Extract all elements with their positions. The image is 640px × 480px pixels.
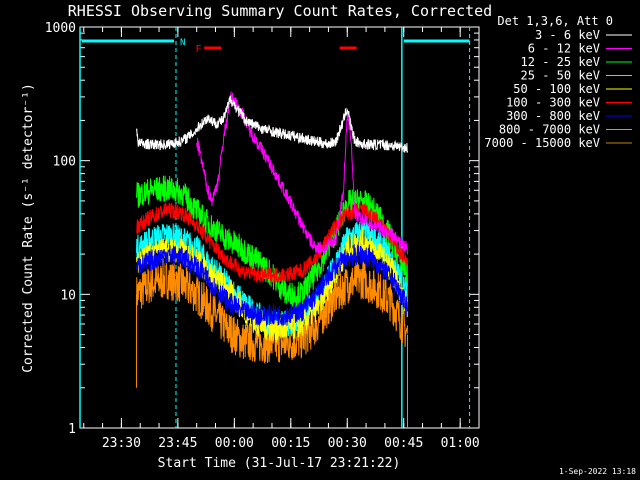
legend-entry: 6 - 12 keV — [528, 42, 600, 56]
series-line-6 — [136, 243, 408, 326]
x-axis-label: Start Time (31-Jul-17 23:21:22) — [158, 456, 401, 471]
legend-header: Det 1,3,6, Att 0 — [497, 14, 613, 28]
legend-entry: 100 - 300 keV — [506, 96, 600, 110]
x-tick-label: 00:00 — [215, 436, 254, 451]
legend-entry: 12 - 25 keV — [521, 55, 600, 69]
legend-entry: 25 - 50 keV — [521, 69, 600, 83]
x-tick-label: 01:00 — [441, 436, 480, 451]
legend-entry: 3 - 6 keV — [535, 28, 600, 42]
legend-entry: 7000 - 15000 keV — [484, 136, 600, 150]
series-line-2 — [136, 175, 408, 308]
y-tick-label: 1 — [68, 422, 76, 437]
x-tick-label: 00:30 — [328, 436, 367, 451]
series-line-7 — [136, 260, 408, 364]
y-axis-label: Corrected Count Rate (s⁻¹ detector⁻¹) — [21, 83, 36, 373]
legend-entry: 800 - 7000 keV — [499, 123, 600, 137]
x-tick-label: 23:45 — [158, 436, 197, 451]
flare-label: F — [196, 44, 202, 55]
chart-title: RHESSI Observing Summary Count Rates, Co… — [68, 2, 492, 20]
legend-entry: 50 - 100 keV — [513, 82, 600, 96]
x-tick-label: 00:15 — [271, 436, 310, 451]
series-line-1 — [196, 91, 408, 255]
timestamp: 1-Sep-2022 13:18 — [559, 467, 636, 476]
night-label: N — [180, 38, 185, 48]
series-line-5 — [136, 201, 408, 285]
x-tick-label: 00:45 — [384, 436, 423, 451]
legend-entry: 300 - 800 keV — [506, 109, 600, 123]
y-tick-label: 100 — [53, 155, 76, 170]
y-tick-label: 1000 — [45, 21, 76, 36]
series-line-0 — [136, 95, 408, 153]
y-tick-label: 10 — [60, 288, 76, 303]
x-tick-label: 23:30 — [102, 436, 141, 451]
